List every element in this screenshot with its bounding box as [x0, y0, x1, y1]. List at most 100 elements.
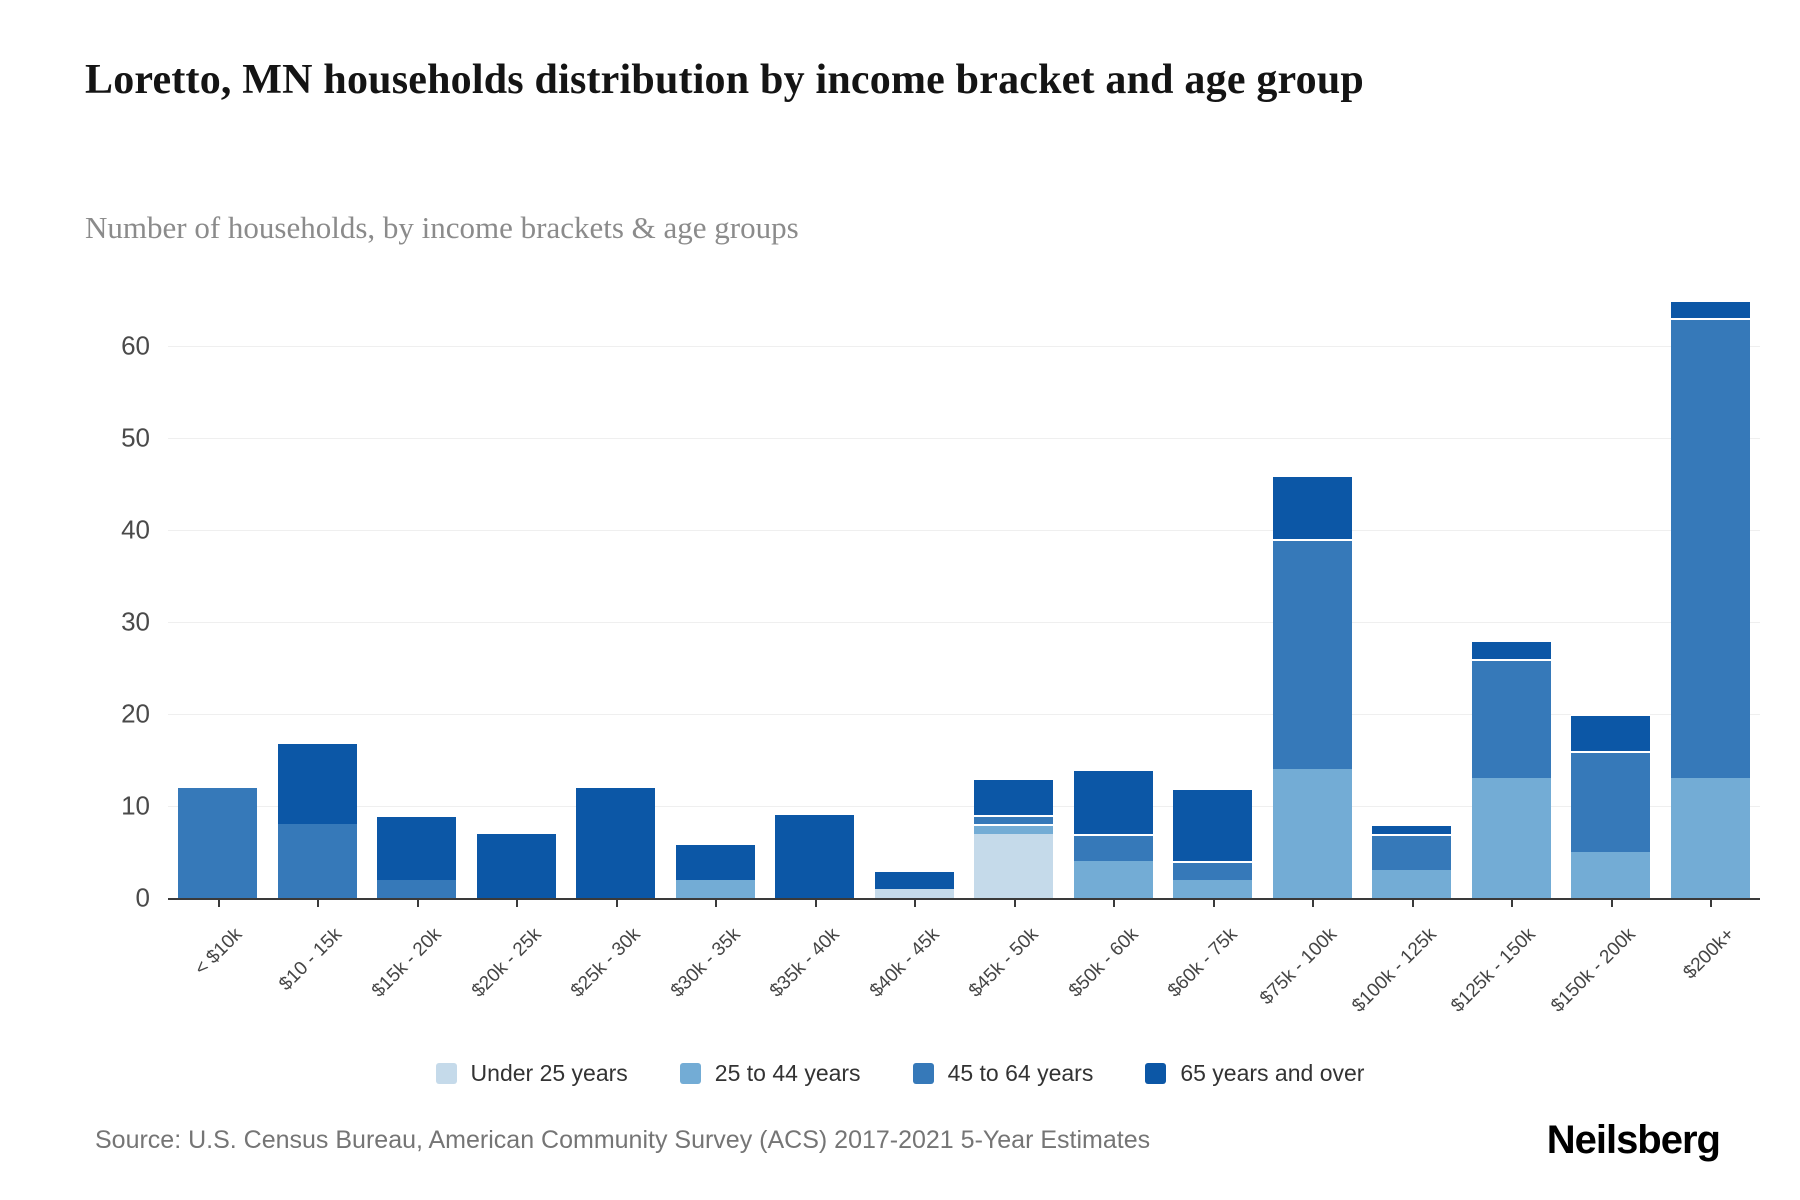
legend-swatch-icon	[912, 1063, 934, 1084]
bar-stack	[874, 870, 954, 898]
y-axis-tick-label: 60	[121, 330, 150, 361]
bar-segment[interactable]	[277, 824, 357, 898]
x-axis-tick	[416, 900, 419, 907]
bar-column-8: $40k - 45k	[865, 280, 965, 1002]
bar-stack	[1272, 474, 1352, 898]
legend-label: 25 to 44 years	[714, 1060, 861, 1086]
x-axis-tick	[516, 900, 519, 907]
bar-segment[interactable]	[974, 778, 1054, 816]
x-axis-tick	[715, 900, 718, 907]
x-axis-tick-label: $20k - 25k	[467, 924, 546, 1002]
legend-item[interactable]: 45 to 64 years	[912, 1060, 1093, 1087]
x-axis-tick-label: < $10k	[191, 924, 247, 980]
x-axis-tick	[1411, 900, 1414, 907]
chart-footer: Source: U.S. Census Bureau, American Com…	[95, 1118, 1721, 1163]
x-axis-tick	[1511, 900, 1514, 907]
x-axis-tick-label: $45k - 50k	[965, 924, 1043, 1002]
bar-segment[interactable]	[1670, 318, 1750, 779]
bar-column-10: $50k - 60k	[1064, 280, 1164, 1002]
x-axis-tick	[217, 900, 220, 907]
bar-segment[interactable]	[1173, 861, 1253, 880]
bar-segment[interactable]	[1471, 640, 1551, 659]
bar-stack	[1173, 787, 1253, 898]
bar-segment[interactable]	[1073, 861, 1153, 898]
bar-segment[interactable]	[377, 879, 457, 898]
bar-stack	[1073, 769, 1153, 898]
bar-segment[interactable]	[1272, 474, 1352, 540]
bar-segment[interactable]	[1670, 300, 1750, 319]
x-axis-tick-label: $100k - 125k	[1348, 924, 1441, 1017]
x-axis-tick-label: $200k+	[1679, 924, 1740, 984]
bar-column-13: $100k - 125k	[1348, 280, 1462, 1017]
x-axis-tick-label: $25k - 30k	[567, 924, 645, 1002]
bar-segment[interactable]	[476, 833, 556, 898]
bar-segment[interactable]	[1571, 852, 1651, 898]
gridline-y20	[168, 714, 1760, 715]
bar-column-9: $45k - 50k	[964, 280, 1064, 1002]
x-axis-tick-label: $150k - 200k	[1547, 924, 1640, 1017]
legend-swatch-icon	[1145, 1063, 1167, 1084]
bar-segment[interactable]	[675, 842, 755, 880]
x-axis-tick	[1312, 900, 1315, 907]
bar-column-7: $35k - 40k	[765, 280, 865, 1002]
bar-segment[interactable]	[874, 870, 954, 889]
bar-stack	[1372, 824, 1452, 898]
bar-column-6: $30k - 35k	[666, 280, 766, 1002]
legend-swatch-icon	[435, 1063, 457, 1084]
bar-segment[interactable]	[1372, 870, 1452, 898]
legend-item[interactable]: Under 25 years	[435, 1060, 628, 1087]
bar-column-16: $200k+	[1661, 280, 1761, 983]
bar-stack	[1670, 300, 1750, 898]
legend-item[interactable]: 25 to 44 years	[679, 1060, 861, 1087]
bar-segment[interactable]	[1173, 787, 1253, 862]
x-axis-tick-label: $10 - 15k	[275, 924, 347, 995]
legend-item[interactable]: 65 years and over	[1145, 1060, 1364, 1087]
bar-segment[interactable]	[1372, 824, 1452, 834]
bar-segment[interactable]	[1173, 879, 1253, 898]
bar-segment[interactable]	[874, 888, 954, 898]
bar-segment[interactable]	[178, 787, 258, 898]
y-axis-tick-label: 0	[135, 882, 150, 913]
bar-segment[interactable]	[1471, 778, 1551, 898]
bar-segment[interactable]	[576, 787, 656, 898]
bar-column-2: $10 - 15k	[268, 280, 368, 995]
bar-column-5: $25k - 30k	[566, 280, 666, 1002]
bar-segment[interactable]	[1073, 769, 1153, 834]
bar-segment[interactable]	[1073, 833, 1153, 862]
x-axis-tick	[914, 900, 917, 907]
bar-segment[interactable]	[1571, 714, 1651, 751]
bar-segment[interactable]	[974, 815, 1054, 825]
x-axis-tick	[1610, 900, 1613, 907]
plot-area: 0 10 20 30 40 50 60 < $10k $10 - 15k $15k - 20k $2…	[121, 280, 1761, 1017]
bar-segment[interactable]	[1670, 778, 1750, 898]
bar-column-14: $125k - 150k	[1448, 280, 1562, 1017]
bar-column-15: $150k - 200k	[1547, 280, 1661, 1017]
bar-segment[interactable]	[1471, 658, 1551, 779]
gridline-y10	[168, 806, 1760, 807]
x-axis-tick	[1710, 900, 1713, 907]
x-axis-tick-label: $40k - 45k	[865, 924, 944, 1002]
bar-stack	[675, 842, 755, 898]
x-axis-tick	[615, 900, 618, 907]
bar-segment[interactable]	[974, 833, 1054, 898]
bar-segment[interactable]	[277, 741, 357, 825]
bar-segment[interactable]	[1272, 769, 1352, 898]
x-axis-tick-label: $60k - 75k	[1164, 924, 1242, 1002]
bar-segment[interactable]	[1272, 539, 1352, 770]
bar-segment[interactable]	[377, 815, 457, 880]
x-axis-tick-label: $75k - 100k	[1256, 924, 1342, 1010]
bar-segment[interactable]	[675, 879, 755, 898]
y-axis-tick-label: 20	[121, 698, 150, 729]
bar-stack	[1471, 640, 1551, 898]
bar-segment[interactable]	[1571, 750, 1651, 852]
bar-segment[interactable]	[775, 815, 855, 898]
neilsberg-logo: Neilsberg	[1546, 1118, 1721, 1162]
bar-segment[interactable]	[1372, 833, 1452, 871]
x-axis-tick	[1013, 900, 1016, 907]
x-axis-tick	[1212, 900, 1215, 907]
source-note: Source: U.S. Census Bureau, American Com…	[95, 1126, 1151, 1154]
bar-stack	[576, 787, 656, 898]
bar-stack	[178, 787, 258, 898]
bar-segment[interactable]	[974, 824, 1054, 834]
